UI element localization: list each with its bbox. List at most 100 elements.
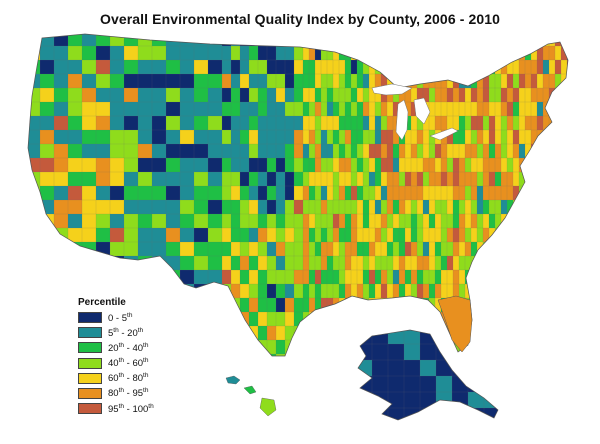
county-cell (434, 325, 442, 341)
county-cell (476, 45, 484, 61)
county-cell (248, 171, 259, 187)
county-cell (566, 283, 568, 299)
county-cell (266, 157, 277, 173)
county-cell (410, 34, 418, 47)
county-cell (387, 407, 405, 420)
county-cell (428, 59, 436, 75)
county-cell (500, 87, 508, 103)
county-cell (506, 101, 514, 117)
county-cell (536, 283, 544, 299)
county-cell (338, 87, 346, 103)
county-cell (165, 241, 181, 257)
county-cell (123, 45, 139, 61)
county-cell (123, 269, 139, 285)
county-cell (165, 34, 181, 47)
county-cell (344, 213, 352, 229)
county-cell (314, 227, 322, 243)
county-cell (302, 87, 310, 103)
county-cell (221, 157, 232, 173)
county-cell (434, 283, 442, 299)
county-cell (566, 115, 568, 131)
county-cell (356, 73, 364, 89)
county-cell (530, 297, 538, 313)
county-cell (374, 115, 382, 131)
county-cell (39, 339, 55, 355)
county-cell (81, 59, 97, 75)
county-cell (482, 227, 490, 243)
county-cell (293, 353, 304, 356)
county-cell (266, 283, 277, 299)
florida-peninsula (437, 295, 473, 353)
county-cell (109, 199, 125, 215)
county-cell (542, 283, 550, 299)
county-cell (39, 255, 55, 271)
county-cell (494, 255, 502, 271)
county-cell (380, 241, 388, 257)
county-cell (476, 311, 484, 327)
county-cell (428, 143, 436, 159)
county-cell (326, 353, 334, 356)
county-cell (257, 241, 268, 257)
county-cell (137, 157, 153, 173)
county-cell (257, 171, 268, 187)
county-cell (548, 213, 556, 229)
county-cell (506, 283, 514, 299)
county-cell (524, 59, 532, 75)
county-cell (458, 157, 466, 173)
county-cell (248, 45, 259, 61)
county-cell (560, 353, 568, 356)
county-cell (371, 343, 389, 361)
county-cell (440, 115, 448, 131)
county-cell (338, 199, 346, 215)
county-cell (476, 143, 484, 159)
county-cell (476, 157, 484, 173)
legend-label: 80th - 95th (108, 387, 149, 400)
county-cell (275, 73, 286, 89)
county-cell (275, 339, 286, 355)
county-cell (530, 157, 538, 173)
county-cell (416, 59, 424, 75)
county-cell (554, 171, 562, 187)
county-cell (239, 283, 250, 299)
county-cell (326, 157, 334, 173)
county-cell (302, 241, 310, 257)
county-cell (308, 185, 316, 201)
county-cell (151, 213, 167, 229)
county-cell (207, 171, 223, 187)
county-cell (230, 255, 241, 271)
county-cell (404, 227, 412, 243)
county-cell (380, 199, 388, 215)
county-cell (368, 45, 376, 61)
county-cell (554, 311, 562, 327)
county-cell (39, 227, 55, 243)
county-cell (314, 283, 322, 299)
county-cell (458, 241, 466, 257)
county-cell (476, 325, 484, 341)
county-cell (338, 115, 346, 131)
county-cell (536, 59, 544, 75)
county-cell (374, 269, 382, 285)
county-cell (362, 129, 370, 145)
county-cell (39, 311, 55, 327)
county-cell (410, 297, 418, 313)
county-cell (524, 255, 532, 271)
county-cell (230, 34, 241, 47)
county-cell (536, 213, 544, 229)
county-cell (494, 143, 502, 159)
county-cell (566, 171, 568, 187)
county-cell (386, 143, 394, 159)
county-cell (230, 185, 241, 201)
county-cell (358, 343, 373, 361)
county-cell (518, 255, 526, 271)
county-cell (542, 73, 550, 89)
county-cell (28, 353, 41, 356)
county-cell (67, 73, 83, 89)
county-cell (506, 157, 514, 173)
county-cell (320, 171, 328, 187)
county-cell (536, 185, 544, 201)
county-cell (374, 34, 382, 47)
county-cell (451, 407, 469, 420)
county-cell (302, 339, 310, 355)
county-cell (344, 325, 352, 341)
county-cell (428, 311, 436, 327)
